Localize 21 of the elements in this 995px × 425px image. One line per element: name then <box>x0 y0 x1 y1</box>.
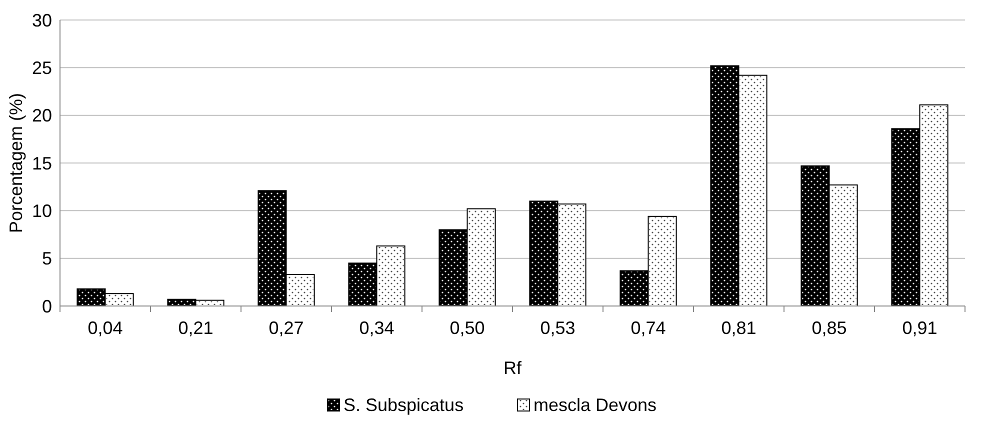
x-tick-label: 0,81 <box>721 318 756 338</box>
y-tick-label: 10 <box>32 200 52 221</box>
x-tick-label: 0,04 <box>88 318 123 338</box>
x-tick-label: 0,53 <box>540 318 576 338</box>
legend-label: mescla Devons <box>534 395 657 415</box>
x-tick-label: 0,85 <box>812 318 847 338</box>
y-axis-title: Porcentagem (%) <box>6 92 26 234</box>
y-tick-label: 30 <box>32 10 52 30</box>
y-tick-label: 0 <box>42 296 52 316</box>
x-tick-label: 0,50 <box>450 318 485 338</box>
legend-label: S. Subspicatus <box>344 395 464 415</box>
y-tick-label: 15 <box>32 153 52 174</box>
x-tick-label: 0,34 <box>359 318 394 338</box>
y-tick-label: 20 <box>32 106 52 126</box>
x-tick-label: 0,21 <box>178 318 214 338</box>
y-tick-label: 25 <box>32 58 52 78</box>
y-tick-label: 5 <box>42 248 52 269</box>
x-tick-label: 0,27 <box>268 318 304 338</box>
x-tick-label: 0,74 <box>630 318 666 338</box>
x-axis-title: Rf <box>504 358 522 378</box>
x-tick-label: 0,91 <box>902 318 938 338</box>
